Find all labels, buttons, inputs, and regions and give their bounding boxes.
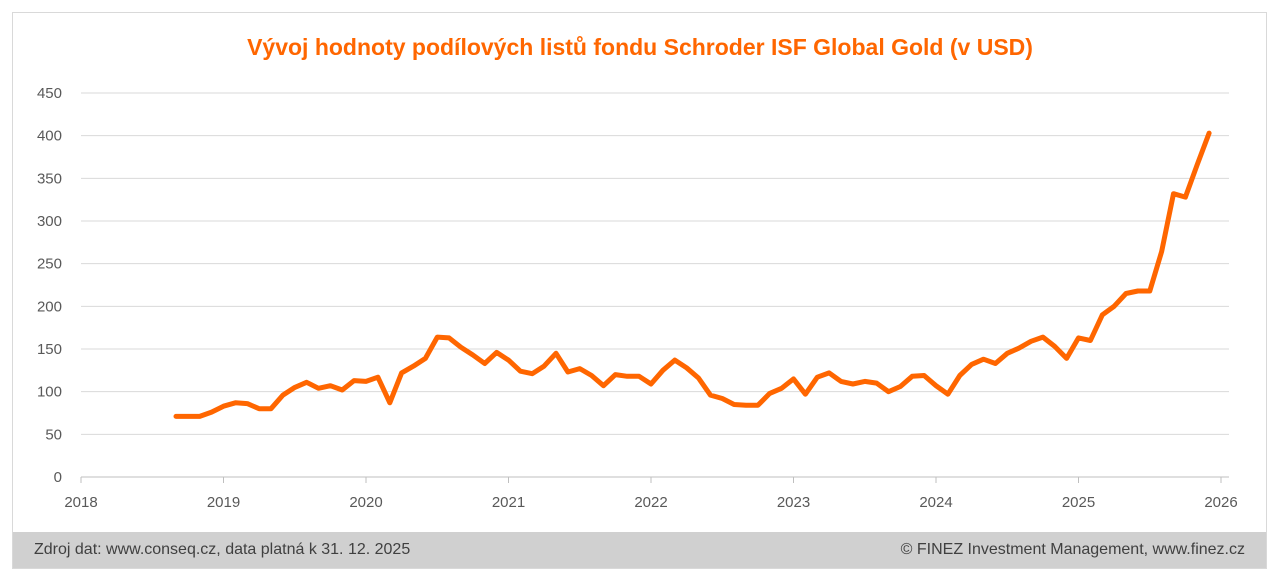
footer-bar: Zdroj dat: www.conseq.cz, data platná k …: [13, 532, 1266, 568]
y-tick-label: 350: [37, 170, 62, 187]
chart-frame: [12, 12, 1267, 569]
x-tick-label: 2025: [1062, 494, 1095, 511]
y-tick-label: 450: [37, 85, 62, 102]
fund-value-series-line: [173, 130, 1212, 419]
y-tick-label: 0: [54, 469, 62, 486]
x-tick-label: 2018: [64, 494, 97, 511]
chart-title: Vývoj hodnoty podílových listů fondu Sch…: [247, 34, 1033, 60]
line-chart: 0 50 100 150 200 250 300 350 400 450 2018 2019 2020 2…: [37, 85, 1238, 511]
x-tick-label: 2021: [492, 494, 525, 511]
source-note: Zdroj dat: www.conseq.cz, data platná k …: [34, 541, 411, 558]
x-tick-label: 2020: [349, 494, 382, 511]
y-tick-label: 50: [45, 426, 62, 443]
copyright-note: © FINEZ Investment Management, www.finez…: [900, 541, 1245, 558]
y-tick-label: 250: [37, 256, 62, 273]
y-tick-label: 200: [37, 298, 62, 315]
y-tick-label: 100: [37, 384, 62, 401]
x-tick-label: 2022: [634, 494, 667, 511]
x-tick-label: 2026: [1204, 494, 1237, 511]
x-tick-label: 2023: [777, 494, 810, 511]
y-tick-label: 300: [37, 213, 62, 230]
x-tick-label: 2019: [207, 494, 240, 511]
y-tick-label: 150: [37, 341, 62, 358]
x-tick-label: 2024: [919, 494, 952, 511]
y-tick-label: 400: [37, 128, 62, 145]
